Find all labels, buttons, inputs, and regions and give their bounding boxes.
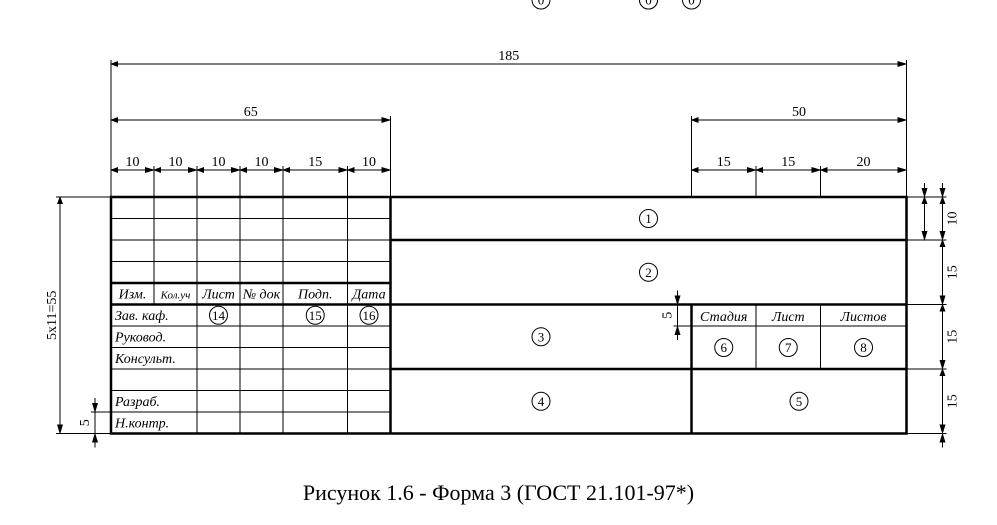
field-marker-num: 0 <box>645 0 652 8</box>
dim-label: 5х11=55 <box>45 291 60 340</box>
left-header-cell: № док <box>242 288 281 303</box>
left-header-cell: Изм. <box>118 288 147 303</box>
right-header: Листов <box>840 310 887 325</box>
left-header-cell: Лист <box>201 288 235 303</box>
dim-label: 15 <box>781 155 795 170</box>
field-marker-num: 7 <box>785 340 792 355</box>
role-label: Н.контр. <box>114 417 169 432</box>
dim-label: 10 <box>362 155 376 170</box>
dim-label: 65 <box>244 105 258 120</box>
field-marker-num: 0 <box>688 0 695 8</box>
role-label: Консульт. <box>114 352 176 367</box>
field-marker-num: 2 <box>645 265 652 280</box>
dim-label: 15 <box>717 155 731 170</box>
left-header-cell: Дата <box>350 288 385 303</box>
left-header-cell: Кол.уч <box>160 290 191 302</box>
field-marker-num: 0 <box>538 0 545 8</box>
left-header-cell: Подп. <box>297 288 333 303</box>
field-marker-num: 14 <box>212 308 226 323</box>
dim-label: 50 <box>792 105 806 120</box>
dim-label: 10 <box>946 212 961 226</box>
field-marker-num: 15 <box>309 308 322 323</box>
field-marker-num: 6 <box>721 340 728 355</box>
dim-label: 15 <box>308 155 322 170</box>
dim-label: 15 <box>946 394 961 408</box>
dim-label: 5 <box>661 312 676 319</box>
right-header: Стадия <box>700 310 747 325</box>
field-marker-num: 16 <box>363 308 377 323</box>
dim-label: 5 <box>78 419 93 426</box>
role-label: Зав. каф. <box>115 309 169 324</box>
dim-label: 10 <box>255 155 269 170</box>
dim-label: 10 <box>212 155 226 170</box>
field-marker-num: 5 <box>796 394 803 409</box>
field-marker-num: 1 <box>645 211 652 226</box>
dim-label: 20 <box>857 155 871 170</box>
field-marker-num: 3 <box>538 329 545 344</box>
dim-label: 10 <box>126 155 140 170</box>
dim-label: 15 <box>946 265 961 279</box>
role-label: Разраб. <box>114 395 160 410</box>
dim-label: 15 <box>946 330 961 344</box>
field-marker-num: 4 <box>538 394 545 409</box>
dim-label: 10 <box>169 155 183 170</box>
figure-caption: Рисунок 1.6 - Форма 3 (ГОСТ 21.101-97*) <box>303 480 694 505</box>
field-marker-num: 8 <box>860 340 867 355</box>
right-header: Лист <box>771 310 805 325</box>
dim-label: 185 <box>498 49 519 64</box>
role-label: Руковод. <box>114 331 166 346</box>
